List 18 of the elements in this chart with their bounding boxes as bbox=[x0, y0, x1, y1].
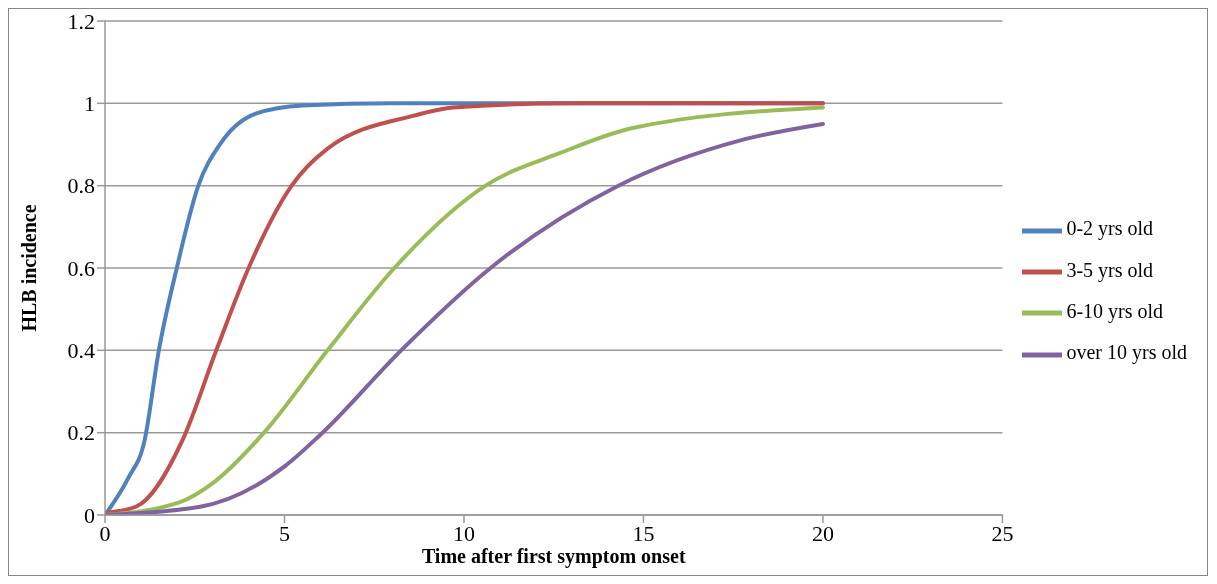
legend-label: over 10 yrs old bbox=[1066, 341, 1187, 364]
y-tick-label: 1 bbox=[84, 91, 95, 117]
x-axis-title: Time after first symptom onset bbox=[421, 545, 686, 568]
y-tick-label: 1.2 bbox=[67, 8, 95, 34]
y-axis-title: HLB incidence bbox=[18, 204, 41, 332]
legend-label: 3-5 yrs old bbox=[1066, 258, 1154, 281]
y-tick-label: 0.6 bbox=[67, 255, 95, 281]
x-tick-label: 25 bbox=[991, 520, 1014, 546]
y-tick-label: 0.8 bbox=[67, 173, 95, 199]
x-tick-label: 5 bbox=[278, 520, 290, 546]
legend-label: 6-10 yrs old bbox=[1066, 300, 1164, 322]
x-tick-label: 10 bbox=[452, 520, 475, 546]
y-tick-label: 0.4 bbox=[67, 338, 95, 364]
y-tick-label: 0.2 bbox=[67, 420, 95, 446]
x-tick-label: 20 bbox=[811, 520, 834, 546]
legend-label: 0-2 yrs old bbox=[1066, 217, 1154, 240]
x-tick-label: 15 bbox=[632, 520, 655, 546]
y-tick-label: 0 bbox=[84, 502, 95, 528]
